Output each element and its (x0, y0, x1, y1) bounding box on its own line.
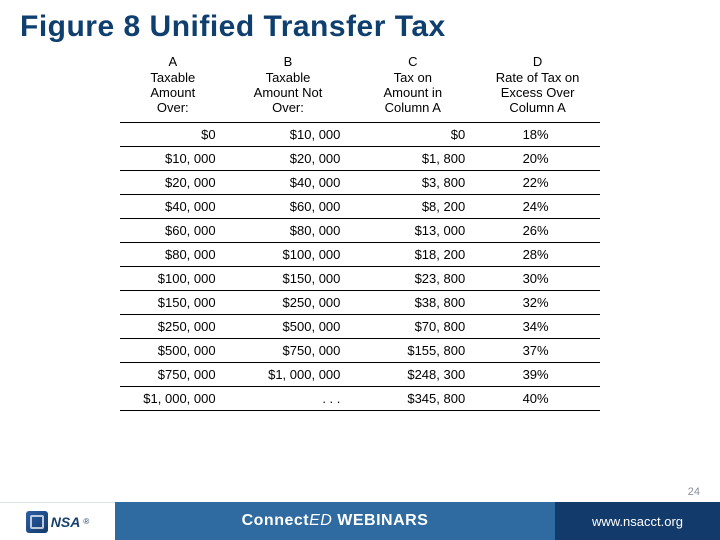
col-header-d: D Rate of Tax on Excess Over Column A (475, 52, 600, 122)
table-cell: $155, 800 (350, 338, 475, 362)
table-cell: $38, 800 (350, 290, 475, 314)
col-header-c: C Tax on Amount in Column A (350, 52, 475, 122)
table-cell: $1, 000, 000 (226, 362, 351, 386)
footer-mid-text: ConnectED WEBINARS (242, 512, 429, 530)
table-cell: $250, 000 (120, 314, 226, 338)
table-row: $100, 000$150, 000$23, 80030% (120, 266, 600, 290)
table-row: $250, 000$500, 000$70, 80034% (120, 314, 600, 338)
col-label-line: Over: (157, 100, 189, 115)
slide-page: Figure 8 Unified Transfer Tax A Taxable … (0, 0, 720, 540)
footer-mid-prefix: Connect (242, 512, 310, 529)
col-label-line: Rate of Tax on (496, 70, 580, 85)
table-row: $0$10, 000$018% (120, 122, 600, 146)
table-cell: $10, 000 (120, 146, 226, 170)
table-cell: $60, 000 (226, 194, 351, 218)
table-cell: $500, 000 (120, 338, 226, 362)
table-cell: $80, 000 (226, 218, 351, 242)
table-header-row: A Taxable Amount Over: B Taxable Amount … (120, 52, 600, 122)
table-cell: $40, 000 (120, 194, 226, 218)
col-label-line: Excess Over (501, 85, 575, 100)
table-row: $60, 000$80, 000$13, 00026% (120, 218, 600, 242)
table-cell: $70, 800 (350, 314, 475, 338)
table-cell: $0 (350, 122, 475, 146)
table-cell: $100, 000 (120, 266, 226, 290)
col-label-line: Amount (150, 85, 195, 100)
col-label-line: Taxable (266, 70, 311, 85)
col-letter: D (481, 55, 594, 70)
table-cell: 26% (475, 218, 600, 242)
footer-bar: NSA ® ConnectED WEBINARS www.nsacct.org (0, 502, 720, 540)
nsa-logo-text: NSA (51, 514, 81, 530)
table-cell: $0 (120, 122, 226, 146)
page-title: Figure 8 Unified Transfer Tax (0, 0, 720, 48)
table-cell: $250, 000 (226, 290, 351, 314)
table-cell: 24% (475, 194, 600, 218)
col-label-line: Over: (272, 100, 304, 115)
table-row: $40, 000$60, 000$8, 20024% (120, 194, 600, 218)
table-cell: $500, 000 (226, 314, 351, 338)
table-row: $1, 000, 000. . .$345, 80040% (120, 386, 600, 410)
col-label-line: Column A (385, 100, 441, 115)
table-cell: $18, 200 (350, 242, 475, 266)
footer-mid-suffix: ED (309, 512, 332, 529)
table-row: $750, 000$1, 000, 000$248, 30039% (120, 362, 600, 386)
transfer-tax-table: A Taxable Amount Over: B Taxable Amount … (120, 52, 600, 411)
registered-mark: ® (83, 517, 89, 526)
table-cell: 32% (475, 290, 600, 314)
table-cell: $248, 300 (350, 362, 475, 386)
table-cell: 22% (475, 170, 600, 194)
footer-program-title: ConnectED WEBINARS (115, 502, 555, 540)
table-cell: $100, 000 (226, 242, 351, 266)
table-cell: $150, 000 (226, 266, 351, 290)
table-cell: 39% (475, 362, 600, 386)
col-label-line: Amount Not (254, 85, 323, 100)
table-cell: $345, 800 (350, 386, 475, 410)
footer-mid-tail: WEBINARS (332, 512, 428, 529)
col-header-b: B Taxable Amount Not Over: (226, 52, 351, 122)
table-cell: 18% (475, 122, 600, 146)
col-label-line: Tax on (394, 70, 432, 85)
col-letter: C (356, 55, 469, 70)
table-cell: 30% (475, 266, 600, 290)
col-letter: A (126, 55, 220, 70)
table-cell: $80, 000 (120, 242, 226, 266)
table-cell: $750, 000 (226, 338, 351, 362)
table-cell: $20, 000 (226, 146, 351, 170)
table-row: $150, 000$250, 000$38, 80032% (120, 290, 600, 314)
page-number: 24 (688, 486, 700, 498)
table-cell: $150, 000 (120, 290, 226, 314)
table-cell: $1, 800 (350, 146, 475, 170)
table-cell: $1, 000, 000 (120, 386, 226, 410)
table-body: $0$10, 000$018%$10, 000$20, 000$1, 80020… (120, 122, 600, 410)
table-cell: $3, 800 (350, 170, 475, 194)
table-row: $20, 000$40, 000$3, 80022% (120, 170, 600, 194)
table-cell: 28% (475, 242, 600, 266)
table-cell: $13, 000 (350, 218, 475, 242)
nsa-logo-icon (26, 511, 48, 533)
nsa-logo: NSA ® (26, 511, 89, 533)
table-cell: . . . (226, 386, 351, 410)
table-cell: $20, 000 (120, 170, 226, 194)
col-header-a: A Taxable Amount Over: (120, 52, 226, 122)
table-cell: $23, 800 (350, 266, 475, 290)
table-row: $80, 000$100, 000$18, 20028% (120, 242, 600, 266)
footer-url: www.nsacct.org (555, 502, 720, 540)
table-row: $10, 000$20, 000$1, 80020% (120, 146, 600, 170)
col-label-line: Amount in (384, 85, 443, 100)
col-label-line: Column A (509, 100, 565, 115)
table-container: A Taxable Amount Over: B Taxable Amount … (0, 48, 720, 502)
table-cell: 40% (475, 386, 600, 410)
table-cell: 20% (475, 146, 600, 170)
table-row: $500, 000$750, 000$155, 80037% (120, 338, 600, 362)
col-label-line: Taxable (150, 70, 195, 85)
table-cell: $8, 200 (350, 194, 475, 218)
col-letter: B (232, 55, 345, 70)
footer-logo-area: NSA ® (0, 502, 115, 540)
table-cell: $750, 000 (120, 362, 226, 386)
table-cell: 37% (475, 338, 600, 362)
table-cell: 34% (475, 314, 600, 338)
table-cell: $10, 000 (226, 122, 351, 146)
table-cell: $40, 000 (226, 170, 351, 194)
table-cell: $60, 000 (120, 218, 226, 242)
